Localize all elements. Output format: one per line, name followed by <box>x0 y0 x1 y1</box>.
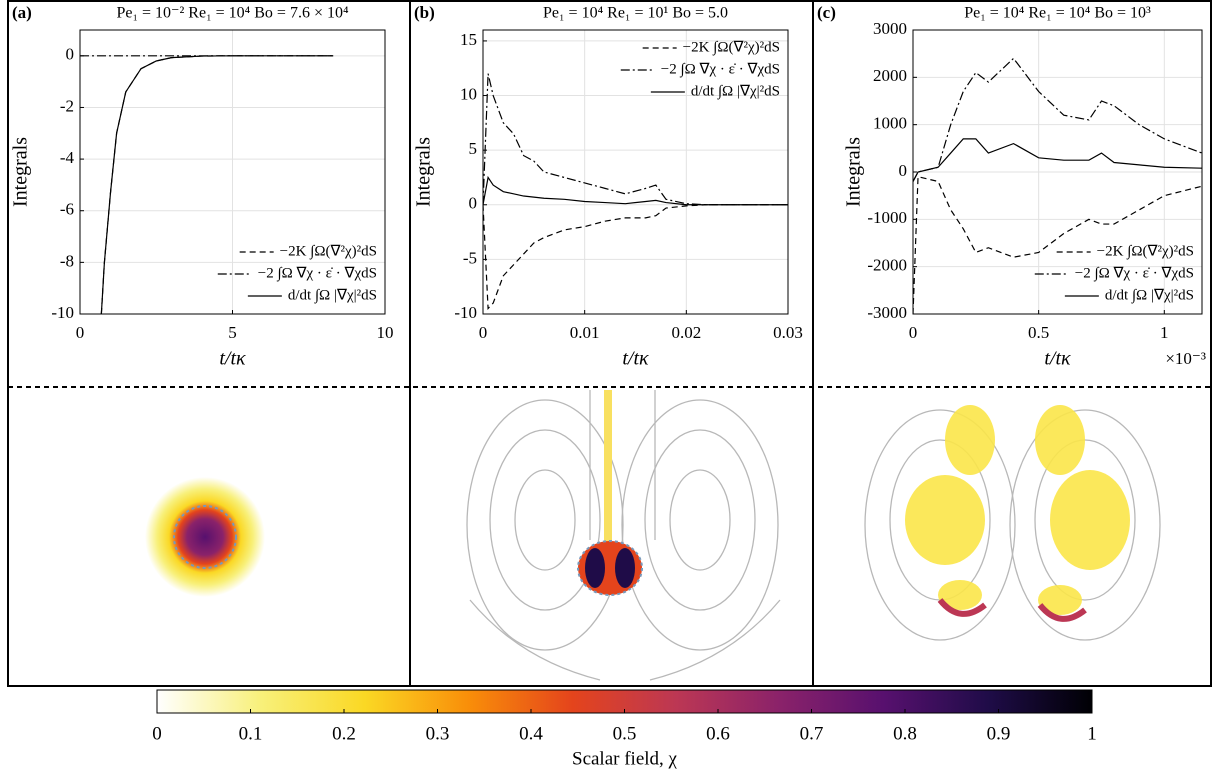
x-multiplier: ×10⁻³ <box>1165 349 1206 368</box>
x-tick-label: 0.4 <box>519 723 543 744</box>
y-axis-label: Integrals <box>413 137 435 207</box>
y-axis-label: Integrals <box>843 137 865 207</box>
chart-title: Pe₁ = 10⁴ Re₁ = 10¹ Bo = 5.0 <box>543 5 728 22</box>
series-line <box>913 57 1202 182</box>
legend-label: −2K ∫Ω(∇²χ)²dS <box>280 243 377 259</box>
drop-core <box>585 548 605 588</box>
legend-label: −2 ∫Ω ∇χ · ε̇ · ∇χdS <box>661 61 780 77</box>
plot-border <box>79 29 386 315</box>
series-line <box>483 204 788 310</box>
y-tick-label: 15 <box>460 30 477 49</box>
chart-title: Pe₁ = 10⁴ Re₁ = 10⁴ Bo = 10³ <box>964 5 1151 22</box>
x-tick-label: 10 <box>377 323 394 342</box>
y-tick-label: -6 <box>60 200 74 219</box>
y-tick-label: -8 <box>60 251 74 270</box>
x-tick-label: 0 <box>909 323 918 342</box>
y-tick-label: 2000 <box>873 66 907 85</box>
y-tick-label: -2 <box>60 96 74 115</box>
x-tick-label: 0.1 <box>239 723 263 744</box>
series-line <box>913 138 1202 182</box>
x-tick-label: 0.03 <box>773 323 803 342</box>
x-tick-label: 1 <box>1087 723 1097 744</box>
streamlines <box>466 390 781 681</box>
x-tick-label: 0 <box>479 323 488 342</box>
y-tick-label: 1000 <box>873 114 907 133</box>
plot-area <box>482 29 789 315</box>
x-tick-label: 0.8 <box>893 723 917 744</box>
y-tick-label: -3000 <box>867 303 907 322</box>
interface <box>173 505 237 569</box>
plot-border <box>912 29 1203 315</box>
y-tick-label: 0 <box>899 161 908 180</box>
chart-title: Pe₁ = 10⁻² Re₁ = 10⁴ Bo = 7.6 × 10⁴ <box>116 5 349 22</box>
y-tick-label: -1000 <box>867 208 907 227</box>
y-tick-label: 0 <box>469 194 478 213</box>
x-tick-label: 1 <box>1160 323 1169 342</box>
x-tick-label: 0.6 <box>706 723 730 744</box>
x-tick-label: 0.7 <box>800 723 824 744</box>
x-tick-label: 0.3 <box>426 723 450 744</box>
y-tick-label: 3000 <box>873 19 907 38</box>
x-tick-label: 5 <box>228 323 237 342</box>
legend-label: d/dt ∫Ω |∇χ|²dS <box>1105 287 1194 303</box>
colorbar-label: Scalar field, χ <box>572 748 678 769</box>
y-tick-label: -5 <box>463 248 477 267</box>
scalar-field <box>905 405 1130 615</box>
x-tick-label: 0.01 <box>570 323 600 342</box>
x-tick-label: 0 <box>152 723 162 744</box>
x-axis-label: t/tκ <box>1044 348 1071 370</box>
panel-label: (a) <box>12 3 32 22</box>
y-tick-label: -10 <box>51 303 74 322</box>
legend-label: −2K ∫Ω(∇²χ)²dS <box>683 39 780 55</box>
legend-label: −2 ∫Ω ∇χ · ε̇ · ∇χdS <box>1075 265 1194 281</box>
legend-label: d/dt ∫Ω |∇χ|²dS <box>691 83 780 99</box>
y-tick-label: 10 <box>460 84 477 103</box>
frame <box>7 0 1212 687</box>
y-tick-label: -4 <box>60 148 75 167</box>
x-tick-label: 0.9 <box>987 723 1011 744</box>
y-tick-label: 0 <box>66 45 75 64</box>
legend-label: −2 ∫Ω ∇χ · ε̇ · ∇χdS <box>258 265 377 281</box>
drop-core <box>615 548 635 588</box>
y-tick-label: 5 <box>469 139 478 158</box>
x-tick-label: 0.2 <box>332 723 356 744</box>
y-tick-label: -2000 <box>867 256 907 275</box>
scalar-field <box>145 477 265 597</box>
series-group <box>483 73 788 310</box>
series-line <box>483 73 788 206</box>
x-tick-label: 0.5 <box>1028 323 1049 342</box>
series-group <box>913 57 1202 314</box>
series-line <box>483 175 788 206</box>
x-axis-label: t/tκ <box>622 348 649 370</box>
x-tick-label: 0.02 <box>671 323 701 342</box>
wake <box>604 390 612 550</box>
plot-border <box>482 29 789 315</box>
y-tick-label: -10 <box>454 303 477 322</box>
series-line <box>100 55 334 314</box>
y-axis-label: Integrals <box>10 137 32 207</box>
panel-label: (c) <box>817 3 836 22</box>
series-group <box>80 55 334 314</box>
legend-label: −2K ∫Ω(∇²χ)²dS <box>1097 243 1194 259</box>
x-tick-label: 0.5 <box>613 723 637 744</box>
x-axis-label: t/tκ <box>219 348 246 370</box>
panel-label: (b) <box>414 3 435 22</box>
scalar-front <box>937 598 1087 622</box>
legend-label: d/dt ∫Ω |∇χ|²dS <box>288 287 377 303</box>
x-tick-label: 0 <box>76 323 85 342</box>
series-line <box>913 175 1202 314</box>
